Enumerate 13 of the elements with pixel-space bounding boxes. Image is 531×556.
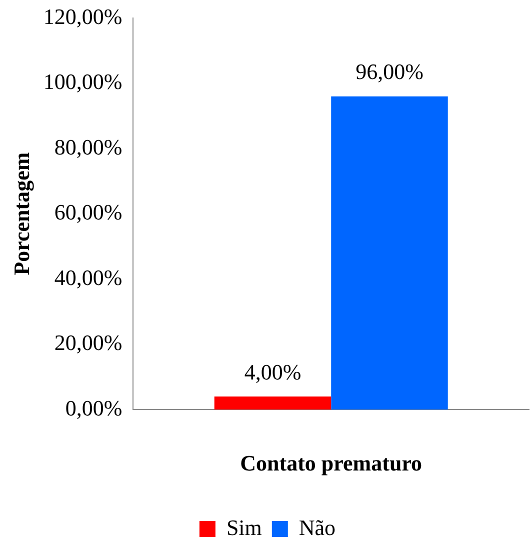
data-label: 4,00% (244, 359, 302, 384)
y-tick-label: 0,00% (65, 395, 122, 420)
y-tick-label: 100,00% (43, 69, 122, 94)
y-tick-label: 40,00% (54, 264, 122, 290)
y-axis-title: Porcentagem (8, 152, 34, 276)
legend-label: Não (298, 514, 336, 540)
x-axis-title: Contato prematuro (240, 450, 422, 476)
y-tick-label: 60,00% (54, 200, 122, 225)
data-label: 96,00% (356, 59, 424, 84)
y-tick-label: 120,00% (43, 4, 122, 29)
legend-label: Sim (226, 514, 262, 540)
y-tick-label: 20,00% (54, 330, 122, 356)
y-tick-label: 80,00% (54, 134, 122, 160)
